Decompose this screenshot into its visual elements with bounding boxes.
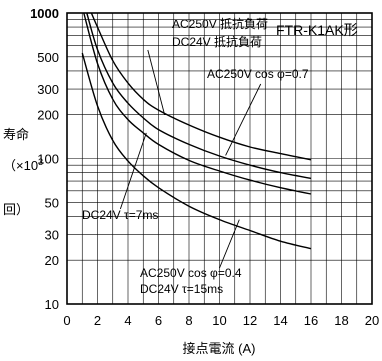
y-axis-label-line2: （×103	[3, 157, 43, 173]
annotation-leader-line	[119, 132, 147, 210]
series-line-3	[83, 12, 312, 195]
chart-title: FTR-K1AK形	[276, 22, 358, 38]
x-tick-label: 4	[124, 313, 131, 328]
y-tick-label: 10	[45, 297, 59, 312]
y-axis-label-line1: 寿命	[3, 127, 29, 142]
y-tick-label: 300	[37, 82, 59, 97]
y-tick-label: 1000	[30, 6, 59, 21]
series-line-1	[90, 12, 312, 161]
x-axis-label: 接点電流 (A)	[183, 341, 256, 356]
annotation-dc24v-resistive: DC24V 抵抗負荷	[172, 34, 262, 49]
y-axis-label-exponent: 3	[38, 157, 43, 167]
x-tick-labels: 0 2 4 6 8 10 12 14 16 18 20	[63, 313, 379, 328]
y-axis-label-line3: 回）	[3, 202, 29, 217]
x-tick-label: 8	[185, 313, 192, 328]
series-curves	[81, 12, 312, 250]
annotation-ac250v-resistive: AC250V 抵抗負荷	[172, 16, 268, 31]
x-tick-label: 0	[63, 313, 70, 328]
annotation-dc24v-tau7: DC24V τ=7ms	[82, 208, 158, 222]
x-tick-label: 14	[273, 313, 287, 328]
annotation-leader-line	[225, 83, 262, 156]
x-tick-label: 12	[243, 313, 257, 328]
y-tick-label: 500	[37, 50, 59, 65]
x-tick-label: 16	[304, 313, 318, 328]
plot-frame	[66, 12, 373, 305]
series-line-4	[81, 52, 312, 250]
y-tick-label: 30	[45, 228, 59, 243]
x-tick-label: 6	[155, 313, 162, 328]
series-line-2	[86, 12, 312, 180]
grid	[67, 13, 372, 304]
x-tick-label: 20	[365, 313, 379, 328]
y-tick-label: 50	[45, 195, 59, 210]
x-tick-label: 2	[94, 313, 101, 328]
y-tick-label: 200	[37, 108, 59, 123]
annotation-leader-line	[219, 219, 240, 269]
annotation-ac250v-cos04: AC250V cos φ=0.4	[140, 266, 242, 280]
y-tick-label: 100	[37, 152, 59, 167]
y-tick-labels: 1000 500 300 200 100 50 30 20 10	[30, 6, 59, 312]
y-tick-label: 20	[45, 253, 59, 268]
annotation-leader-line	[147, 49, 166, 115]
annotation-leaders	[119, 49, 262, 269]
x-tick-label: 18	[334, 313, 348, 328]
x-tick-label: 10	[212, 313, 226, 328]
annotation-ac250v-cos07: AC250V cos φ=0.7	[207, 67, 309, 81]
annotation-dc24v-tau15: DC24V τ=15ms	[140, 282, 223, 296]
